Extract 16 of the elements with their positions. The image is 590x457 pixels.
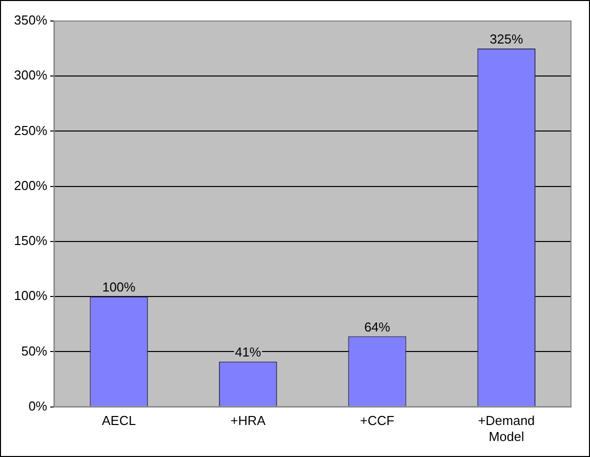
- y-tick-label: 100%: [14, 288, 48, 304]
- y-tick-label: 300%: [14, 68, 48, 83]
- x-tick-label: +CCF: [360, 413, 394, 428]
- data-label: 41%: [235, 344, 262, 360]
- x-tick-label: AECL: [102, 413, 136, 428]
- y-tick-label: 150%: [14, 233, 48, 248]
- y-tick-label: 0%: [28, 398, 48, 414]
- y-tick-label: 250%: [14, 122, 48, 138]
- x-tick-label: +Demand Model: [478, 413, 535, 444]
- x-tick-label: +HRA: [230, 413, 266, 428]
- data-label: 325%: [490, 32, 524, 47]
- y-tick-label: 50%: [21, 343, 48, 358]
- data-label: 100%: [102, 280, 136, 295]
- y-tick-label: 200%: [14, 178, 48, 193]
- data-label: 64%: [364, 319, 391, 334]
- y-tick-label: 350%: [14, 12, 48, 28]
